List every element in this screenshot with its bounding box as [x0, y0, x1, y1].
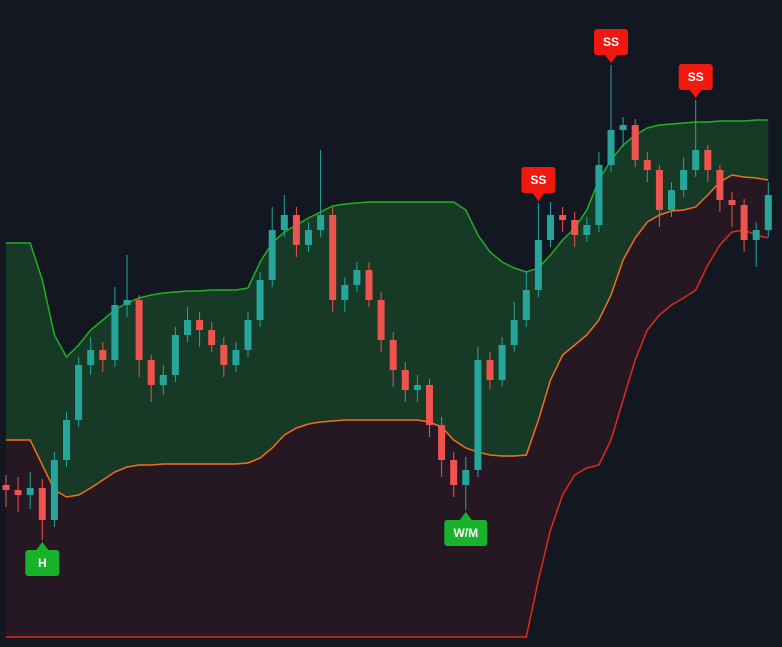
- candle-body: [159, 375, 167, 385]
- candle-body: [2, 485, 10, 490]
- candle-body: [740, 205, 748, 240]
- candle-body: [474, 360, 482, 470]
- candle-body: [63, 420, 70, 460]
- signal: W/M: [444, 512, 488, 546]
- signal-pointer: [36, 542, 49, 550]
- candle-body: [764, 195, 772, 230]
- candle-body: [341, 285, 349, 300]
- candle-body: [196, 320, 204, 330]
- signal-box: [594, 29, 628, 55]
- candle-body: [171, 335, 179, 375]
- signal-box: [521, 167, 556, 193]
- candle-body: [510, 320, 518, 345]
- candle-body: [317, 215, 325, 230]
- candle-body: [292, 215, 300, 245]
- candle-body: [389, 340, 397, 370]
- candle-body: [728, 200, 736, 205]
- candle-body: [692, 150, 700, 170]
- candle-body: [38, 488, 46, 520]
- candle-body: [716, 170, 724, 200]
- candle-body: [426, 385, 433, 425]
- signal-pointer: [532, 193, 545, 201]
- candle-body: [595, 165, 603, 225]
- candle-body: [147, 360, 155, 385]
- candle-body: [655, 170, 663, 210]
- candle-body: [486, 360, 494, 380]
- band-fill: [6, 120, 769, 497]
- band-line: [6, 174, 769, 498]
- candle-body: [704, 150, 712, 170]
- signal: SS: [678, 64, 713, 98]
- candle-body: [438, 425, 446, 460]
- candle-body: [559, 215, 567, 220]
- signal: SS: [521, 167, 556, 201]
- band-line: [6, 119, 769, 359]
- signal-pointer: [605, 55, 617, 63]
- signal-pointer: [689, 90, 702, 98]
- candle-body: [220, 345, 228, 365]
- signal-box: [444, 520, 488, 546]
- candle-body: [547, 215, 554, 240]
- candle-body: [50, 460, 58, 520]
- candle-body: [668, 190, 675, 210]
- signal-pointer: [459, 512, 472, 520]
- candle-body: [111, 305, 119, 360]
- signal-box: [678, 64, 713, 90]
- candle-body: [619, 125, 627, 130]
- bands: [6, 119, 769, 638]
- signal-label: SS: [688, 70, 704, 84]
- band-fill: [6, 175, 769, 637]
- candle-body: [135, 300, 143, 360]
- candle-body: [401, 370, 409, 390]
- candle-body: [643, 160, 651, 170]
- candle-body: [450, 460, 458, 485]
- candle-body: [14, 490, 22, 495]
- candle-body: [462, 470, 470, 485]
- candle-body: [353, 270, 361, 285]
- signal: SS: [594, 29, 628, 63]
- candle-body: [123, 300, 131, 305]
- candle-body: [280, 215, 288, 230]
- candle-body: [534, 240, 542, 290]
- candle-body: [75, 365, 83, 420]
- candle-body: [208, 330, 216, 345]
- candle-body: [377, 300, 385, 340]
- candle-body: [329, 215, 337, 300]
- candle-body: [244, 320, 252, 350]
- candle-body: [413, 385, 421, 390]
- candle-body: [583, 225, 591, 235]
- signal-label: W/M: [453, 526, 478, 540]
- candle-body: [522, 290, 530, 320]
- candle-body: [232, 350, 240, 365]
- candle-body: [26, 488, 34, 495]
- signal-box: [25, 550, 60, 576]
- candle-body: [607, 130, 615, 165]
- candle-body: [305, 230, 312, 245]
- candle-body: [99, 350, 107, 360]
- candle-body: [631, 125, 639, 160]
- candle-body: [256, 280, 264, 320]
- band-line: [6, 229, 769, 638]
- candle-body: [680, 170, 688, 190]
- candle-body: [752, 230, 760, 240]
- signal-label: SS: [603, 35, 619, 49]
- signal: H: [25, 542, 60, 576]
- candle-body: [498, 345, 506, 380]
- candle-body: [365, 270, 373, 300]
- signal-label: SS: [530, 173, 546, 187]
- signal-label: H: [38, 556, 47, 570]
- candle-body: [184, 320, 191, 335]
- candle-body: [268, 230, 276, 280]
- candle-body: [571, 220, 579, 235]
- candle-body: [87, 350, 95, 365]
